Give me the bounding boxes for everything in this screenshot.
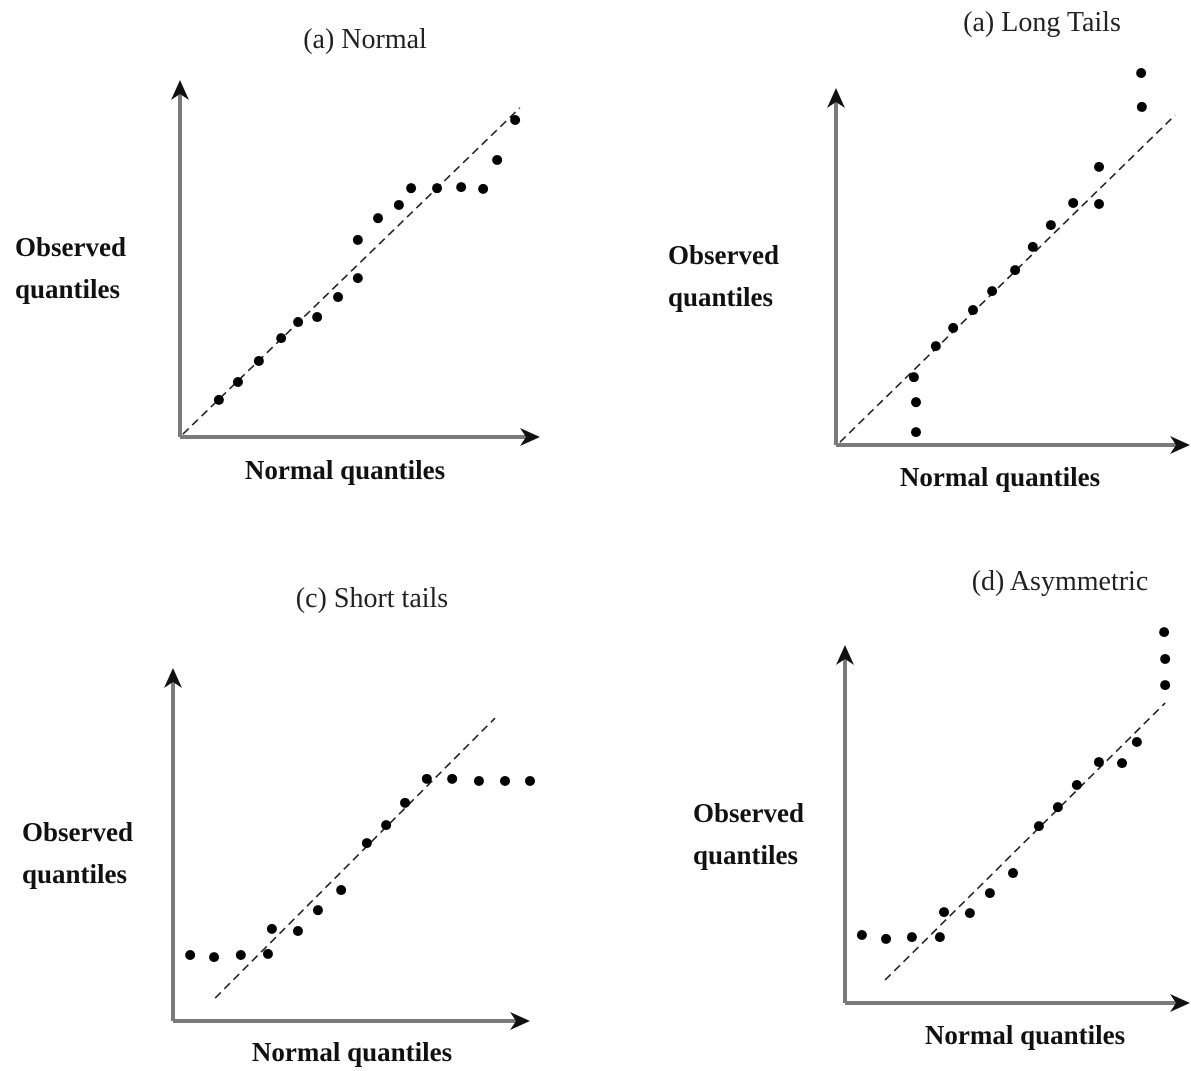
point bbox=[492, 154, 503, 165]
point bbox=[1068, 197, 1079, 208]
point bbox=[293, 317, 304, 328]
point bbox=[361, 838, 372, 849]
point bbox=[1136, 101, 1147, 112]
point bbox=[1094, 199, 1105, 210]
point bbox=[1008, 868, 1019, 879]
point bbox=[266, 923, 277, 934]
reference-line bbox=[214, 717, 496, 999]
point bbox=[911, 397, 922, 408]
point bbox=[213, 394, 224, 405]
point bbox=[253, 355, 264, 366]
point bbox=[967, 305, 978, 316]
point bbox=[447, 773, 458, 784]
x-axis-arrow bbox=[520, 428, 540, 446]
point bbox=[1094, 161, 1105, 172]
point bbox=[1010, 265, 1021, 276]
point bbox=[1052, 802, 1063, 813]
point bbox=[276, 333, 287, 344]
point bbox=[1045, 220, 1056, 231]
point bbox=[473, 775, 484, 786]
point bbox=[262, 948, 273, 959]
y-axis-arrow bbox=[171, 80, 189, 100]
point bbox=[1160, 680, 1171, 691]
point bbox=[987, 286, 998, 297]
point bbox=[500, 775, 511, 786]
point bbox=[209, 952, 220, 963]
point bbox=[911, 427, 922, 438]
point bbox=[456, 182, 467, 193]
point bbox=[352, 234, 363, 245]
x-axis-label: Normal quantiles bbox=[924, 1020, 1126, 1050]
x-axis-arrow bbox=[510, 1012, 530, 1030]
point bbox=[235, 949, 246, 960]
point bbox=[421, 773, 432, 784]
y-axis-label: Observed quantiles bbox=[15, 232, 126, 304]
point bbox=[984, 888, 995, 899]
point bbox=[1136, 68, 1147, 79]
y-axis-label: Observed quantiles bbox=[22, 817, 133, 889]
point bbox=[908, 372, 919, 383]
point bbox=[232, 377, 243, 388]
y-axis-arrow bbox=[827, 88, 845, 108]
point bbox=[1071, 779, 1082, 790]
y-axis-arrow bbox=[164, 668, 182, 688]
point bbox=[939, 907, 950, 918]
point bbox=[525, 775, 535, 786]
chart-title: (a) Normal bbox=[303, 24, 427, 55]
point bbox=[352, 273, 363, 284]
point bbox=[964, 908, 975, 919]
point bbox=[1160, 653, 1171, 664]
point bbox=[1033, 821, 1044, 832]
point bbox=[510, 114, 521, 125]
point bbox=[856, 929, 867, 940]
x-axis-label: Normal quantiles bbox=[244, 455, 446, 485]
point bbox=[906, 932, 917, 943]
point bbox=[333, 292, 344, 303]
reference-line bbox=[839, 114, 1176, 443]
point bbox=[881, 933, 892, 944]
y-axis-label: Observed quantiles bbox=[693, 798, 804, 870]
reference-line bbox=[182, 107, 521, 435]
chart-title: (a) Long Tails bbox=[963, 7, 1121, 38]
x-axis-label: Normal quantiles bbox=[251, 1037, 453, 1067]
point bbox=[1131, 737, 1142, 748]
point bbox=[432, 183, 443, 194]
chart-title: (d) Asymmetric bbox=[971, 566, 1149, 597]
reference-line bbox=[884, 702, 1166, 981]
point bbox=[948, 322, 959, 333]
point bbox=[934, 932, 945, 943]
point bbox=[400, 797, 411, 808]
point bbox=[393, 199, 404, 210]
point bbox=[373, 213, 383, 224]
point bbox=[1027, 241, 1038, 252]
point bbox=[478, 183, 489, 194]
point bbox=[381, 820, 392, 831]
point bbox=[1159, 627, 1170, 638]
chart-title: (c) Short tails bbox=[295, 583, 449, 614]
point bbox=[185, 949, 196, 960]
point bbox=[336, 885, 347, 896]
point bbox=[1117, 758, 1128, 769]
x-axis-label: Normal quantiles bbox=[899, 462, 1101, 492]
y-axis-label: Observed quantiles bbox=[668, 240, 779, 312]
point bbox=[312, 905, 323, 916]
point bbox=[292, 925, 303, 936]
point bbox=[930, 341, 941, 352]
x-axis-arrow bbox=[1170, 436, 1190, 454]
y-axis-arrow bbox=[836, 645, 854, 665]
point bbox=[1093, 757, 1104, 768]
x-axis-arrow bbox=[1170, 994, 1190, 1012]
point bbox=[406, 183, 417, 194]
point bbox=[312, 312, 323, 323]
